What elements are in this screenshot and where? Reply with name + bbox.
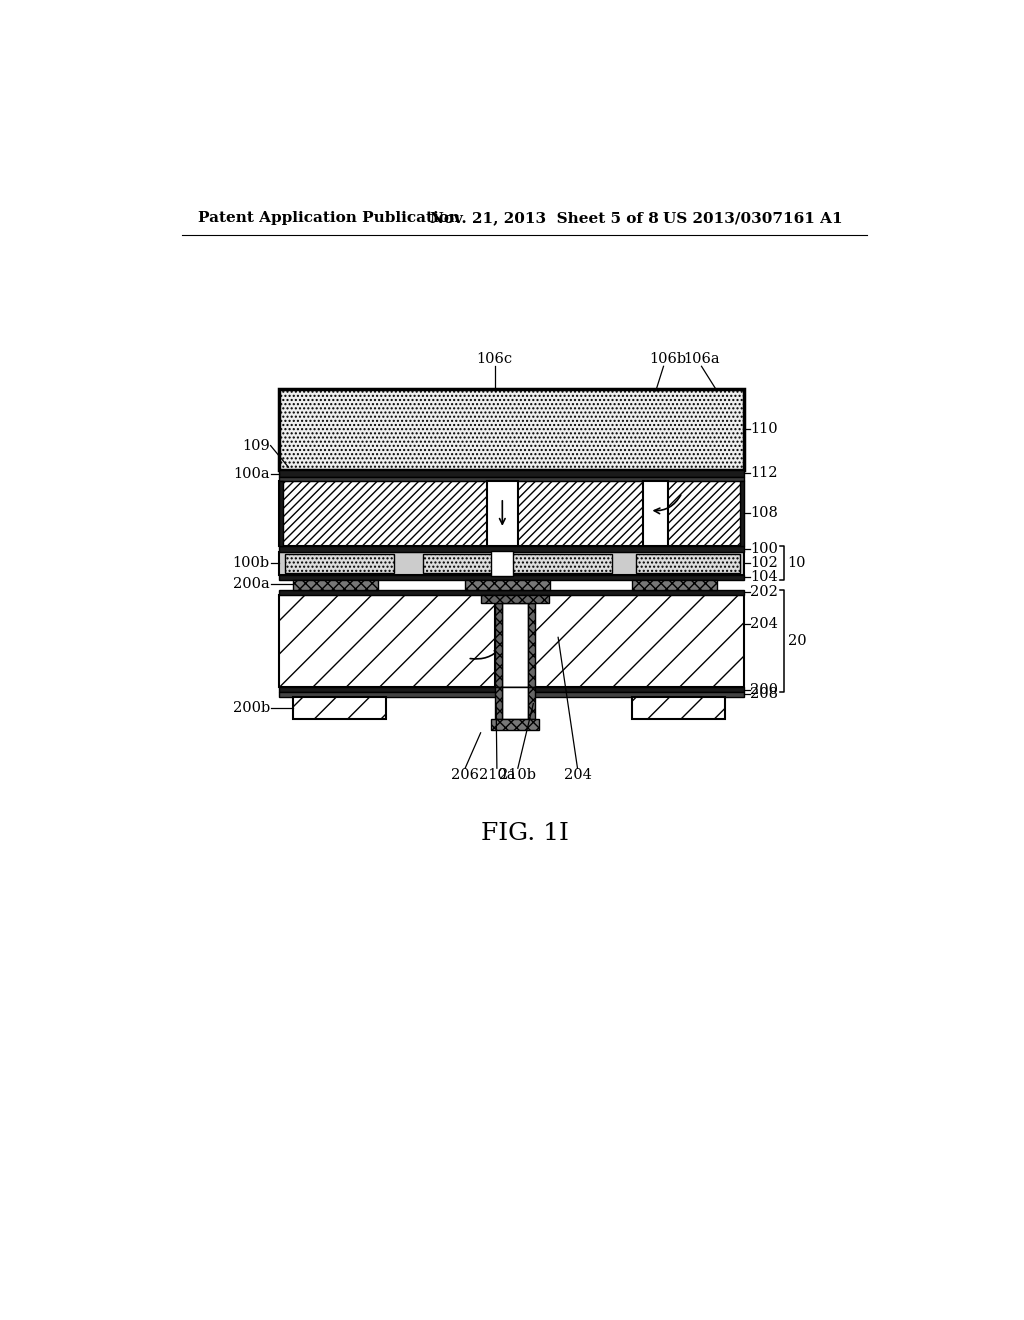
Bar <box>280 552 744 576</box>
Text: 202: 202 <box>751 585 778 599</box>
Text: 112: 112 <box>751 466 778 480</box>
Bar <box>280 692 744 697</box>
Text: 20: 20 <box>787 634 806 648</box>
Text: 102: 102 <box>751 557 778 570</box>
Bar <box>495 603 502 688</box>
Bar <box>280 478 744 480</box>
Bar <box>502 603 528 688</box>
Text: 100a: 100a <box>233 467 270 480</box>
Bar <box>280 688 744 692</box>
Text: 204: 204 <box>751 618 778 631</box>
Bar <box>480 595 549 603</box>
Text: 210b: 210b <box>500 768 537 783</box>
Bar <box>490 719 539 730</box>
Bar <box>280 590 744 595</box>
Bar <box>280 470 744 477</box>
Text: 100: 100 <box>751 541 778 556</box>
Text: US 2013/0307161 A1: US 2013/0307161 A1 <box>663 211 843 226</box>
Bar <box>502 688 528 719</box>
Text: 110: 110 <box>751 422 778 437</box>
Bar <box>280 576 744 579</box>
Text: Patent Application Publication: Patent Application Publication <box>198 211 460 226</box>
Text: 200b: 200b <box>232 701 270 715</box>
Bar <box>535 595 744 688</box>
Bar <box>423 554 612 573</box>
Bar <box>632 697 725 719</box>
Text: 106a: 106a <box>683 352 720 367</box>
Bar <box>280 480 744 546</box>
Bar <box>280 389 744 470</box>
Bar <box>528 688 535 719</box>
Text: 108: 108 <box>751 507 778 520</box>
Text: 10: 10 <box>787 556 806 570</box>
Bar <box>643 480 669 546</box>
Bar <box>486 480 518 546</box>
Text: 104: 104 <box>751 570 778 585</box>
Text: Nov. 21, 2013  Sheet 5 of 8: Nov. 21, 2013 Sheet 5 of 8 <box>430 211 659 226</box>
Bar <box>465 579 550 590</box>
Bar <box>495 688 502 719</box>
Text: 106b: 106b <box>649 352 686 367</box>
Bar <box>293 579 378 590</box>
Bar <box>280 480 283 546</box>
Text: 109: 109 <box>242 438 270 453</box>
Text: 200: 200 <box>751 682 778 697</box>
Bar <box>528 603 535 688</box>
Text: 204: 204 <box>563 768 592 783</box>
Text: 210a: 210a <box>478 768 515 783</box>
Text: 208: 208 <box>751 688 778 701</box>
Bar <box>492 552 513 576</box>
Bar <box>632 579 717 590</box>
Bar <box>286 554 394 573</box>
Text: 100b: 100b <box>232 557 270 570</box>
Text: 200a: 200a <box>233 577 270 591</box>
Bar <box>280 546 744 552</box>
Text: FIG. 1I: FIG. 1I <box>481 822 568 845</box>
Text: 206: 206 <box>452 768 479 783</box>
Bar <box>740 480 744 546</box>
Bar <box>293 697 386 719</box>
Text: 106c: 106c <box>476 352 513 367</box>
Bar <box>636 554 740 573</box>
Bar <box>280 595 495 688</box>
